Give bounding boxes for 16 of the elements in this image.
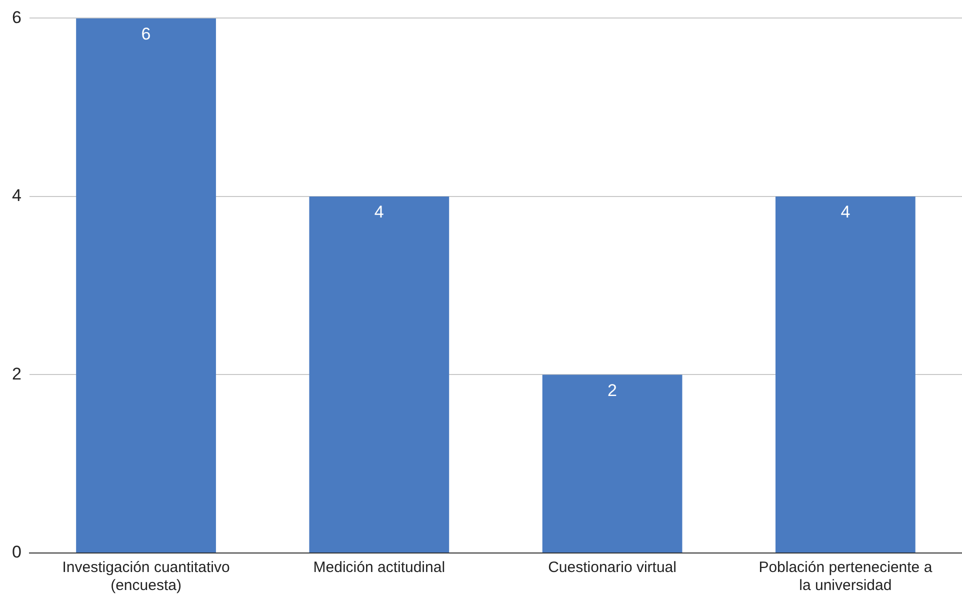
bar [76, 18, 216, 552]
bar [775, 196, 916, 552]
data-label: 4 [374, 202, 384, 222]
y-tick-label: 4 [12, 186, 22, 206]
y-tick-label: 0 [12, 542, 22, 562]
bar [309, 196, 450, 552]
y-tick-label: 6 [12, 8, 22, 27]
x-tick-label: Población perteneciente a la universidad [758, 559, 933, 594]
bar [542, 374, 682, 552]
data-label: 4 [840, 202, 850, 222]
y-tick-label: 2 [12, 364, 22, 384]
data-label: 2 [608, 380, 618, 400]
x-tick-label: Medición actitudinal [313, 559, 446, 576]
data-label: 6 [141, 24, 151, 44]
x-tick-label: Cuestionario virtual [548, 559, 676, 576]
x-tick-label: Investigación cuantitativo (encuesta) [62, 559, 230, 594]
